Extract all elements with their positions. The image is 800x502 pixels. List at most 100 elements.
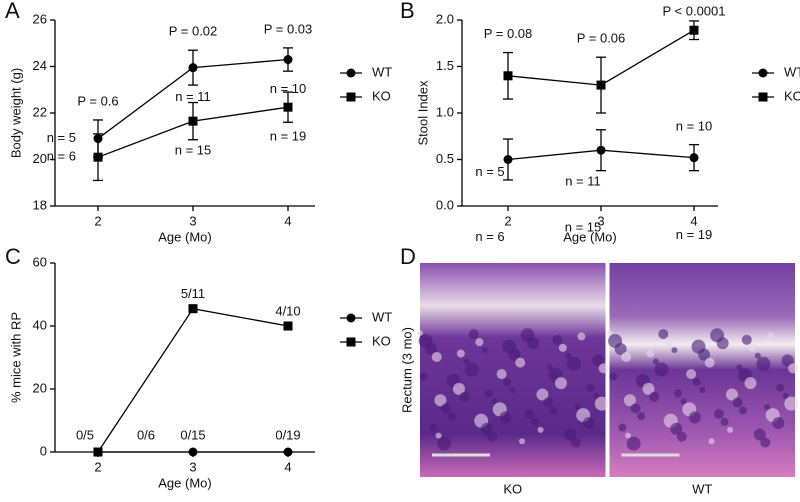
- gland: [630, 403, 641, 414]
- gland: [577, 332, 586, 341]
- marker-circle: [346, 313, 356, 323]
- gland: [784, 396, 799, 411]
- point-label: 0/15: [180, 427, 205, 442]
- y-tick-label: 18: [33, 197, 47, 212]
- legend-label: WT: [372, 64, 392, 79]
- gland: [609, 372, 618, 381]
- gland: [468, 329, 479, 340]
- gland: [484, 389, 493, 398]
- gland: [536, 388, 549, 401]
- marker-circle: [188, 447, 198, 457]
- gland: [509, 387, 516, 393]
- gland: [754, 352, 761, 359]
- gland: [417, 330, 423, 336]
- gland: [549, 406, 558, 415]
- gland: [642, 382, 655, 395]
- y-tick-label: 0: [40, 443, 47, 458]
- gland: [741, 334, 752, 345]
- panel-letter: C: [5, 244, 21, 269]
- marker-square: [93, 447, 103, 457]
- gland: [637, 412, 646, 421]
- marker-square: [689, 25, 699, 35]
- gland: [452, 382, 465, 395]
- point-label: 4/10: [275, 303, 300, 318]
- y-tick-label: 20: [33, 380, 47, 395]
- gland: [546, 364, 553, 371]
- x-tick-label: 3: [189, 213, 196, 228]
- gland: [463, 358, 470, 365]
- x-axis-label: Age (Mo): [158, 229, 211, 244]
- gland: [499, 411, 512, 424]
- point-label: n = 15: [175, 143, 212, 158]
- marker-square: [188, 304, 198, 314]
- legend-label: KO: [372, 333, 391, 348]
- legend-label: KO: [784, 88, 800, 103]
- y-tick-label: 22: [33, 104, 47, 119]
- point-label: n = 19: [270, 129, 307, 144]
- y-tick-label: 0.0: [436, 197, 454, 212]
- gland: [564, 428, 577, 441]
- gland: [670, 422, 683, 435]
- gland: [649, 391, 660, 402]
- gland: [447, 412, 456, 421]
- gland: [688, 411, 701, 424]
- gland: [766, 332, 775, 341]
- marker-square: [503, 71, 513, 81]
- gland: [480, 422, 493, 435]
- gland: [431, 351, 442, 362]
- gland: [419, 372, 428, 381]
- gland: [542, 397, 553, 408]
- gland: [713, 408, 724, 419]
- gland: [565, 352, 572, 359]
- gland: [760, 437, 771, 448]
- gland: [727, 426, 734, 433]
- gland: [736, 364, 743, 371]
- gland: [708, 438, 715, 445]
- point-label: 0/6: [137, 427, 155, 442]
- gland: [487, 431, 498, 442]
- gland: [531, 417, 540, 426]
- x-tick-label: 2: [94, 213, 101, 228]
- point-label: n = 5: [47, 130, 76, 145]
- gland: [676, 431, 687, 442]
- gland: [566, 356, 581, 371]
- point-label: n = 11: [565, 174, 601, 189]
- x-axis-label: Age (Mo): [563, 229, 616, 244]
- p-value: P = 0.03: [264, 21, 313, 36]
- legend-label: WT: [372, 309, 392, 324]
- gland: [753, 428, 766, 441]
- gland: [618, 423, 627, 432]
- marker-square: [283, 102, 293, 112]
- tissue-texture: [606, 328, 799, 451]
- gland: [598, 363, 609, 374]
- gland: [481, 347, 488, 354]
- y-tick-label: 20: [33, 151, 47, 166]
- gland: [664, 338, 673, 347]
- gland: [654, 362, 669, 377]
- gland: [674, 389, 683, 398]
- x-tick-label: 4: [284, 213, 291, 228]
- marker-circle: [689, 153, 699, 163]
- gland: [621, 351, 632, 362]
- gland: [574, 404, 581, 411]
- gland: [686, 369, 697, 380]
- gland: [680, 398, 687, 405]
- gland: [720, 417, 729, 426]
- point-label: n = 10: [676, 119, 713, 134]
- gland: [764, 404, 771, 411]
- legend-label: KO: [372, 88, 391, 103]
- marker-square: [346, 92, 356, 102]
- gland: [425, 342, 438, 355]
- point-label: n = 10: [270, 81, 307, 96]
- legend-label: WT: [784, 64, 800, 79]
- gland: [496, 369, 507, 380]
- gland: [435, 432, 442, 439]
- panel-letter: D: [400, 244, 416, 269]
- gland: [772, 417, 785, 430]
- marker-square: [93, 152, 103, 162]
- gland: [732, 397, 743, 408]
- p-value: P = 0.6: [77, 93, 118, 108]
- gland: [739, 406, 748, 415]
- y-tick-label: 24: [33, 58, 47, 73]
